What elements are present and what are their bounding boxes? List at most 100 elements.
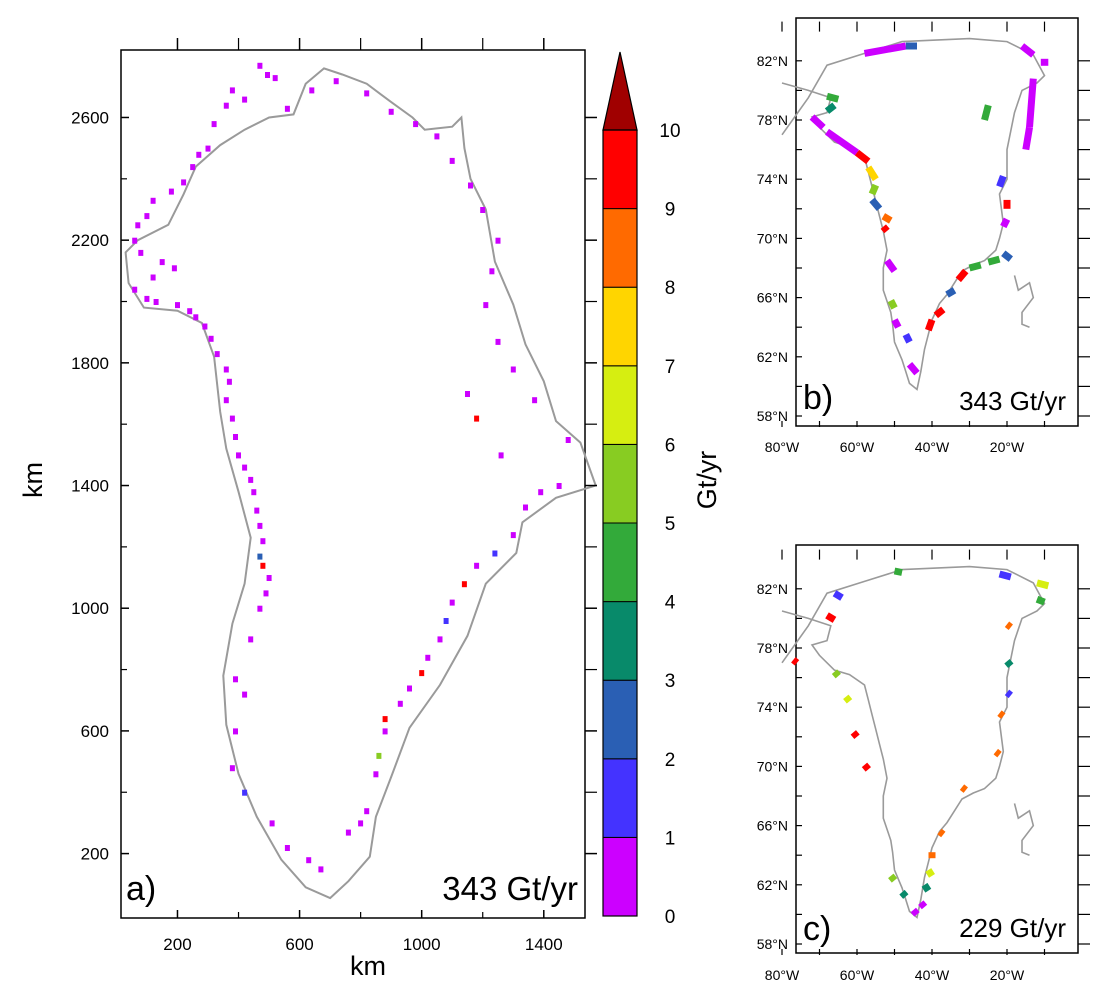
panel-c-segment (910, 907, 920, 917)
panel-a-cell (233, 728, 238, 735)
panel-b-segment (906, 361, 920, 376)
colorbar-tick-label: 6 (665, 435, 676, 456)
panel-c-segment (1035, 595, 1046, 606)
panel-a-cell (461, 581, 467, 588)
panel-b-segment (884, 258, 898, 274)
panel-b-segment (1022, 126, 1033, 151)
panel-a-cell (236, 452, 241, 459)
panel-c-segment (888, 873, 898, 883)
panel-c-xtick-label: 20°W (990, 967, 1025, 982)
panel-a-cell (196, 151, 202, 158)
panel-c-ytick-label: 62°N (757, 877, 788, 893)
colorbar-bin (602, 443, 638, 524)
panel-a-cell (318, 866, 324, 873)
panel-c-segment (937, 828, 946, 838)
panel-a-cell (495, 338, 501, 345)
panel-c-total: 229 Gt/yr (959, 913, 1066, 943)
panel-a-cell (284, 105, 290, 112)
panel-a-cell (425, 654, 431, 661)
panel-b-segment (863, 42, 907, 57)
panel-a-xtick-label: 200 (163, 935, 191, 954)
panel-c-segment (959, 784, 968, 793)
panel-b-segment (825, 128, 859, 156)
panel-a-cell (233, 676, 238, 683)
panel-b-segment (865, 165, 879, 182)
panel-a-cell (138, 249, 144, 256)
panel-a-cell (205, 145, 211, 152)
panel-a-cell (233, 434, 238, 440)
panel-a-cell (449, 157, 455, 164)
panel-b-segment (869, 197, 883, 212)
panel-a-ticks: 200 600 1000 1400 200 600 1000 1400 1800 2200 2600 (71, 38, 597, 954)
panel-b-label: b) (803, 379, 833, 417)
panel-c-xtick-label: 60°W (840, 967, 875, 982)
panel-a-cell (565, 437, 571, 443)
panel-a-cell (175, 302, 180, 309)
panel-c-segment (861, 762, 871, 772)
panel-a-cell (214, 351, 220, 358)
panel-c-xtick-label: 80°W (765, 967, 800, 982)
panel-a-xlabel: km (350, 951, 386, 981)
colorbar-tick-label: 4 (665, 593, 676, 614)
panel-a-cell (257, 62, 263, 69)
panel-a-cell (364, 90, 370, 97)
panel-a-cell (376, 752, 382, 759)
panel-c-map: 80°W 60°W 40°W 20°W 82°N 78°N 74°N 70°N 66°N 62°N… (757, 544, 1090, 982)
panel-b-frame (795, 17, 1079, 427)
panel-a-cell (468, 182, 473, 189)
panel-a-cell (474, 562, 480, 569)
panel-a-cell (223, 366, 229, 373)
colorbar-bin (602, 522, 638, 603)
panel-a-cell (443, 618, 449, 624)
panel-a-cell (265, 72, 270, 78)
panel-a-cell (223, 102, 229, 109)
panel-b-ytick-label: 66°N (757, 290, 788, 306)
panel-a-cell (159, 259, 165, 266)
colorbar-tick-label: 5 (665, 514, 676, 535)
panel-a-cell (132, 286, 138, 293)
panel-c-segment (997, 710, 1006, 719)
colorbar-frame (602, 129, 638, 917)
panel-a-cell (153, 299, 159, 305)
panel-a-cell (413, 121, 419, 128)
panel-a-label: a) (126, 870, 156, 908)
panel-b-segment (1001, 250, 1013, 262)
panel-a-cell (492, 550, 498, 557)
panel-a-cell (498, 452, 504, 459)
panel-a-cell (358, 820, 364, 827)
panel-a-cell (407, 685, 412, 692)
panel-a-cell (397, 700, 403, 707)
panel-a-cell (510, 366, 516, 373)
panel-a-xtick-label: 600 (285, 935, 313, 954)
panel-a-ytick-label: 1000 (71, 599, 109, 618)
panel-a-cell (284, 845, 290, 851)
panel-a-cell (144, 295, 150, 302)
panel-a-cell (434, 133, 440, 140)
panel-b-segment (981, 104, 992, 121)
panel-b-segment (854, 149, 871, 165)
panel-a-cell (510, 532, 516, 539)
panel-a-ytick-label: 2600 (71, 108, 109, 127)
panel-c-coastline (781, 565, 1046, 919)
panel-a-cell (135, 222, 141, 229)
panel-a-cell (168, 188, 174, 195)
panel-a-cell (556, 483, 562, 489)
panel-b-ytick-label: 74°N (757, 171, 788, 187)
colorbar-bin (602, 365, 638, 445)
panel-b-segment (868, 183, 880, 196)
colorbar-tick-label: 3 (665, 671, 676, 692)
panel-a-cell (251, 489, 257, 496)
panel-c-segment (925, 868, 935, 878)
panel-c-label: c) (803, 910, 831, 948)
panel-a-cell (150, 197, 156, 204)
panel-a-cell (388, 108, 394, 115)
panel-a-cell (144, 213, 150, 220)
panel-b-ytick-label: 70°N (757, 230, 788, 246)
panel-a-frame (120, 49, 586, 919)
panel-b-segment (955, 268, 969, 283)
panel-c-segment (832, 590, 844, 601)
panel-a-cell (272, 75, 278, 82)
colorbar-bin (602, 129, 638, 210)
panel-a-cell (266, 575, 272, 581)
panel-a-cell (254, 507, 260, 514)
